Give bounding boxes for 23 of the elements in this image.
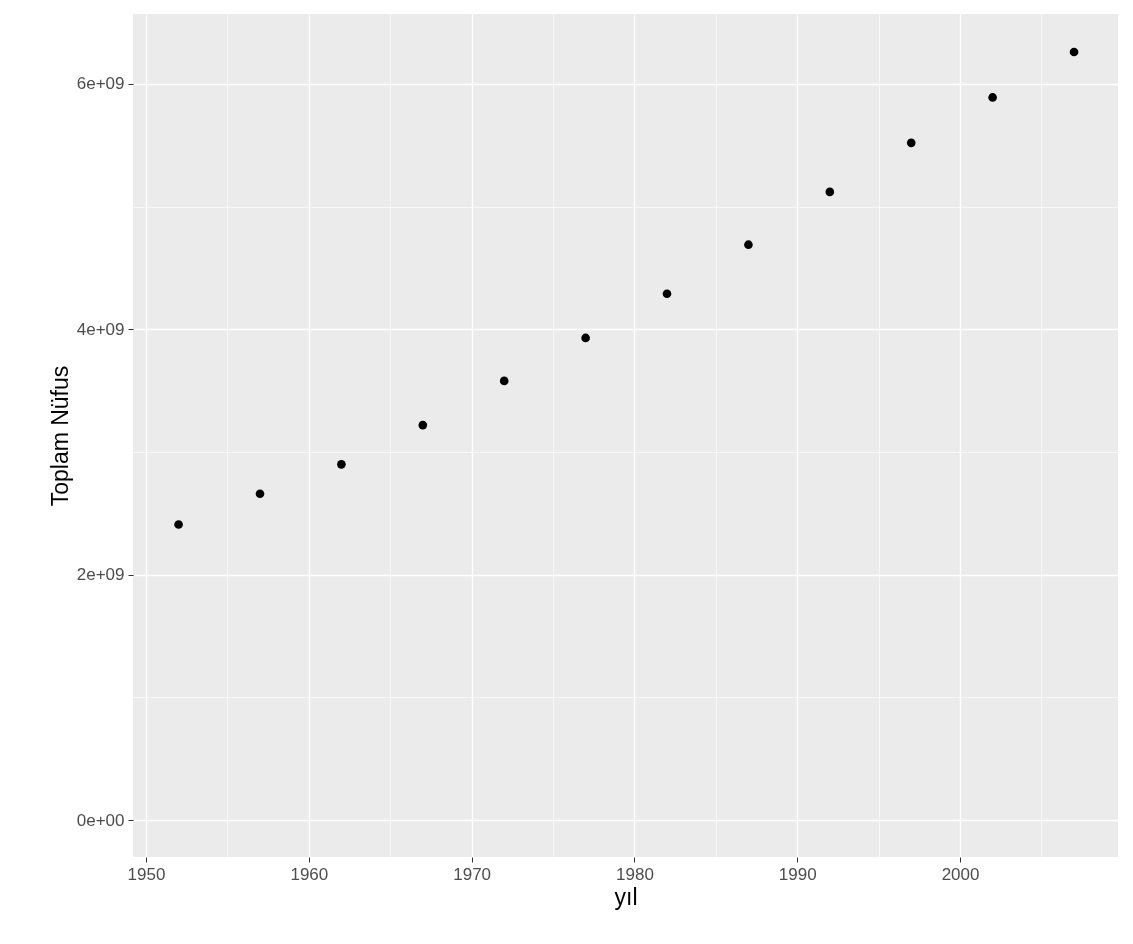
y-tick-label: 2e+09: [76, 565, 125, 585]
point: [337, 460, 346, 469]
point: [581, 333, 590, 343]
point: [255, 489, 265, 499]
point: [418, 420, 428, 430]
point: [825, 187, 835, 197]
x-axis-title: yıl: [614, 883, 638, 910]
x-tick-label: 1950: [127, 864, 166, 884]
x-tick-label: 1970: [453, 864, 492, 884]
x-tick-label: 2000: [941, 864, 980, 884]
x-tick-label: 1960: [290, 864, 329, 884]
x-tick-label: 1990: [778, 864, 817, 884]
y-tick-label: 4e+09: [76, 319, 125, 339]
point: [906, 138, 916, 148]
point: [988, 93, 997, 102]
point: [662, 289, 672, 299]
point: [174, 520, 183, 529]
x-tick-label: 1980: [616, 864, 654, 884]
point: [499, 376, 509, 386]
y-tick-label: 6e+09: [76, 74, 125, 94]
y-axis-title: Toplam Nüfus: [46, 365, 73, 507]
y-tick-label: 0e+00: [76, 810, 125, 830]
point: [744, 240, 753, 250]
